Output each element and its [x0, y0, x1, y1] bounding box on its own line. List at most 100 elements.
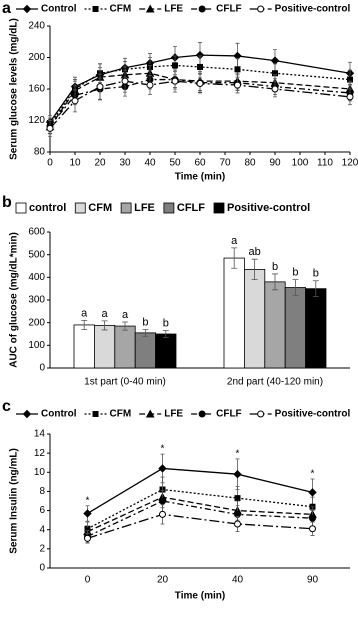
y-tick-label: 240 [28, 21, 45, 32]
bar [134, 332, 156, 369]
marker [346, 93, 354, 101]
x-tick-label: 40 [232, 575, 244, 586]
y-tick-label: 500 [28, 249, 45, 260]
marker [257, 410, 265, 418]
legend-label: CFM [110, 4, 132, 15]
marker [146, 81, 154, 89]
marker [83, 509, 92, 518]
legend-label: CFM [110, 409, 132, 420]
marker [145, 409, 155, 418]
y-tick-label: 200 [28, 52, 45, 63]
y-tick-label: 120 [28, 115, 45, 126]
significance-letter: a [122, 309, 129, 321]
error-bar [312, 280, 319, 297]
bar [114, 325, 136, 369]
error-bar [122, 321, 128, 331]
y-tick-label: 160 [28, 84, 45, 95]
significance-letter: b [313, 268, 319, 280]
y-tick-label: 6 [39, 505, 45, 516]
bar [243, 268, 266, 369]
legend-label: LFE [164, 4, 183, 15]
x-tick-label: 0 [47, 158, 53, 169]
significance-letter: b [163, 318, 169, 330]
x-tick-label: 90 [307, 575, 319, 586]
marker [309, 525, 316, 533]
y-tick-label: 12 [34, 448, 46, 459]
bar [155, 333, 177, 369]
significance-letter: ab [248, 246, 260, 258]
error-bar [231, 247, 238, 269]
y-tick-label: 8 [39, 486, 45, 497]
panel-label: b [2, 194, 12, 211]
x-tick-label: 100 [292, 158, 309, 169]
x-tick-label: 20 [157, 575, 169, 586]
y-tick-label: 300 [28, 295, 45, 306]
bar [305, 288, 327, 369]
x-tick-label: 20 [94, 158, 106, 169]
y-tick-label: 0 [39, 563, 45, 574]
x-tick-label: 70 [219, 158, 231, 169]
y-tick-label: 100 [28, 340, 45, 351]
legend-label: CFLF [216, 409, 242, 420]
bar [223, 257, 245, 369]
marker [172, 62, 178, 69]
series-line [49, 80, 351, 129]
series-line [87, 513, 313, 539]
series-line [49, 64, 351, 125]
series-line [49, 54, 351, 123]
marker [46, 124, 54, 132]
marker [234, 495, 241, 502]
marker [92, 6, 99, 12]
marker [309, 514, 316, 522]
legend-swatch [213, 202, 225, 214]
y-axis-title: AUC of glucose (mg/dL*min) [9, 232, 20, 368]
legend-label: Positive-control [275, 409, 351, 420]
legend-label: Control [41, 409, 77, 420]
legend-swatch [15, 202, 27, 214]
y-tick-label: 4 [39, 524, 45, 535]
y-axis-title: Serum glucose levels (mg/dL) [9, 18, 20, 160]
panel-label: c [2, 398, 11, 415]
legend-label: Control [41, 4, 77, 15]
y-tick-label: 2 [39, 543, 45, 554]
annotation: * [236, 449, 240, 460]
legend-label: LFE [164, 409, 183, 420]
x-tick-label: 120 [342, 158, 358, 169]
x-tick-label: 90 [269, 158, 281, 169]
series-line [49, 72, 351, 128]
marker [92, 411, 99, 417]
significance-letter: b [142, 316, 148, 328]
bar [73, 324, 95, 369]
marker [234, 81, 241, 89]
legend-swatch [74, 202, 86, 214]
significance-letter: a [102, 308, 109, 320]
legend-label: CFLF [177, 202, 205, 214]
legend-label: Positive-control [275, 4, 351, 15]
marker [145, 4, 155, 13]
marker [22, 4, 32, 14]
x-tick-label: 30 [119, 158, 131, 169]
marker [159, 497, 166, 505]
x-tick-label: 10 [69, 158, 81, 169]
marker [158, 464, 167, 473]
x-tick-label: 2nd part (40-120 min) [227, 377, 323, 388]
marker [171, 77, 179, 85]
panel-label: a [2, 0, 11, 17]
y-tick-label: 10 [34, 467, 46, 478]
error-bar [101, 320, 108, 331]
y-axis-title: Serum Insulin (ng/mL) [9, 448, 20, 554]
y-tick-label: 600 [28, 227, 45, 238]
error-bar [81, 320, 88, 330]
x-tick-label: 1st part (0-40 min) [84, 377, 166, 388]
legend-swatch [120, 202, 132, 214]
x-tick-label: 110 [317, 158, 333, 169]
marker [22, 409, 32, 419]
marker [198, 410, 206, 418]
series-line [87, 500, 313, 538]
marker [234, 66, 241, 73]
marker [308, 488, 317, 497]
bar [284, 287, 307, 369]
series-line [49, 78, 351, 127]
legend-label: CFM [88, 202, 112, 214]
